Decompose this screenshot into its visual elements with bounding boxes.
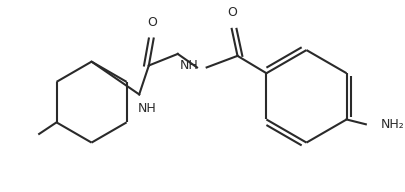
Text: NH: NH — [180, 59, 198, 72]
Text: NH₂: NH₂ — [380, 118, 404, 131]
Text: O: O — [226, 6, 236, 19]
Text: O: O — [147, 16, 156, 29]
Text: NH: NH — [137, 102, 156, 115]
